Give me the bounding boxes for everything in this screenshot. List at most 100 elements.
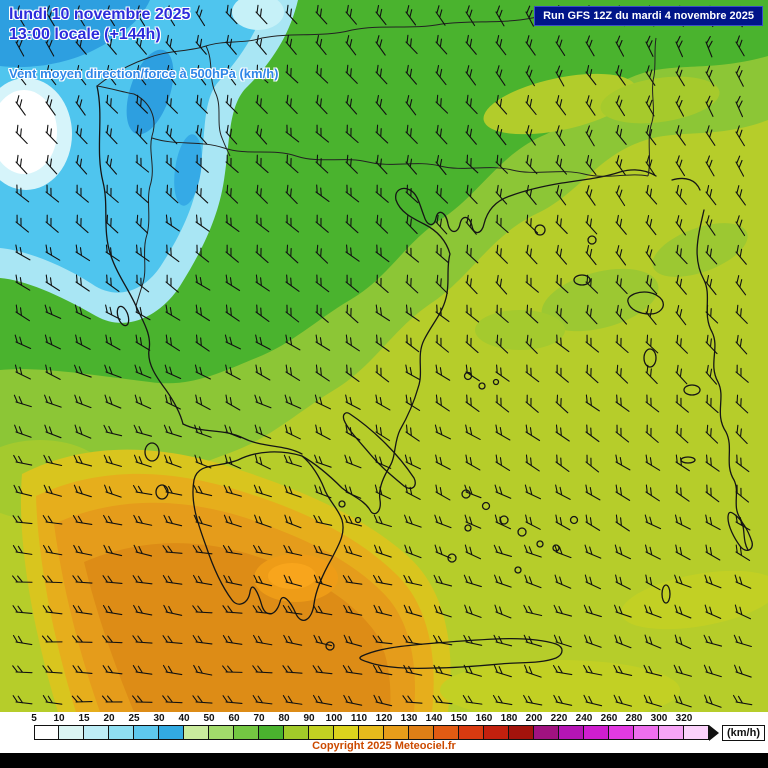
wind-barb <box>464 514 482 529</box>
wind-barb <box>195 304 211 322</box>
wind-barb <box>735 65 744 87</box>
wind-barb <box>735 185 746 206</box>
wind-barb <box>735 215 746 237</box>
wind-barb <box>165 65 177 86</box>
wind-barb <box>555 125 566 146</box>
legend-scale: 5 10 15 20 25 30 40 50 60 70 80 90 100 110 120 130 140 15… <box>31 713 709 740</box>
wind-barb <box>315 124 329 143</box>
wind-barb <box>523 694 543 706</box>
wind-barb <box>133 514 153 526</box>
wind-barb <box>75 244 91 262</box>
wind-barb <box>375 124 389 144</box>
wind-barb <box>345 184 360 203</box>
wind-barb <box>73 484 92 498</box>
wind-barb <box>735 155 745 177</box>
wind-barb <box>315 244 329 264</box>
wind-barb <box>404 544 422 559</box>
wind-barb <box>315 4 328 25</box>
wind-barb <box>253 484 272 498</box>
wind-barb <box>494 604 512 619</box>
wind-barb <box>465 274 478 295</box>
wind-barb <box>524 664 542 678</box>
wind-barb <box>102 665 123 675</box>
wind-barb <box>735 275 747 296</box>
wind-barb <box>645 95 655 117</box>
wind-barb <box>435 304 450 323</box>
wind-barb <box>255 214 270 233</box>
wind-barb <box>495 454 511 472</box>
wind-barb <box>373 514 392 528</box>
wind-barb <box>645 65 656 86</box>
wind-barb <box>285 334 301 351</box>
calm-core-white <box>0 90 57 174</box>
wind-barb <box>255 274 270 292</box>
wind-barb <box>375 4 387 26</box>
wind-barb <box>615 65 626 86</box>
wind-barb <box>494 574 512 588</box>
wind-barb <box>555 304 568 324</box>
wind-barb <box>614 634 632 649</box>
wind-barb <box>195 34 207 55</box>
bottom-bar <box>0 753 768 768</box>
wind-barb <box>102 575 123 584</box>
wind-barb <box>585 304 598 325</box>
wind-barb <box>492 694 513 706</box>
legend-color-swatch <box>583 725 609 740</box>
wind-barb <box>192 605 213 614</box>
wind-barb <box>463 664 482 677</box>
wind-barb <box>705 65 715 87</box>
wind-barb <box>615 514 630 532</box>
wind-barb <box>285 154 299 174</box>
wind-barb <box>105 304 121 320</box>
wind-barb <box>194 454 212 469</box>
wind-barb <box>435 34 448 55</box>
wind-barb <box>735 514 751 531</box>
wind-barb <box>405 424 420 442</box>
legend-tick-label: 15 <box>78 713 90 724</box>
wind-barb <box>42 665 63 674</box>
wind-barb <box>555 394 569 414</box>
wind-barb <box>254 394 272 409</box>
wind-barb <box>285 124 300 143</box>
wind-barb <box>645 424 659 443</box>
wind-barb <box>735 544 751 562</box>
wind-barb <box>645 544 661 560</box>
wind-barb <box>675 334 688 354</box>
legend-cell: 30 <box>153 713 184 740</box>
wind-barb <box>43 454 63 467</box>
wind-barb <box>645 454 661 471</box>
legend-tick-label: 110 <box>350 713 368 724</box>
wind-barb <box>375 214 389 234</box>
legend-color-swatch <box>258 725 284 740</box>
wind-barb <box>313 514 333 526</box>
wind-barb <box>435 184 449 204</box>
wind-barb <box>464 484 482 499</box>
wind-barb <box>732 694 753 706</box>
wind-barb <box>314 394 331 410</box>
wind-barb <box>585 244 597 266</box>
wind-barb <box>255 364 271 381</box>
wind-barb <box>555 514 571 531</box>
wind-barb <box>135 244 150 262</box>
legend-tick-label: 90 <box>303 713 315 724</box>
legend-tick-label: 220 <box>550 713 568 724</box>
wind-barb <box>284 514 302 529</box>
wind-barb <box>705 304 719 324</box>
wind-barb <box>135 124 148 145</box>
wind-barb <box>253 544 273 556</box>
wind-barb <box>345 4 357 25</box>
wind-barb <box>555 154 567 175</box>
wind-barb <box>435 274 448 294</box>
legend-color-swatch <box>458 725 484 740</box>
wind-barb <box>405 124 418 144</box>
legend-color-swatch <box>483 725 509 740</box>
wind-barb <box>493 634 513 647</box>
wind-barb <box>44 334 61 350</box>
wind-barb <box>193 514 212 527</box>
wind-barb <box>615 304 628 325</box>
wind-barb <box>192 695 213 704</box>
wind-barb <box>435 214 448 235</box>
wind-barb <box>465 334 479 354</box>
wind-barb <box>675 305 687 326</box>
wind-barb <box>494 484 512 499</box>
